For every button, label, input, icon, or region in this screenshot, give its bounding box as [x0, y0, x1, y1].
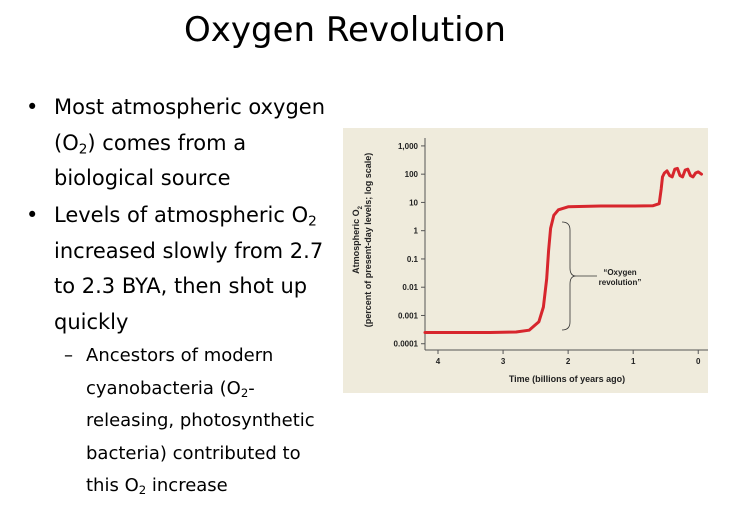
bullet-marker: –: [64, 345, 73, 366]
y-tick-label: 1,000: [398, 142, 419, 151]
text-run: to 2.3 BYA, then shot up: [54, 274, 308, 298]
text-run: -: [248, 377, 255, 399]
text-run: bacteria) contributed to: [86, 442, 301, 464]
bullet-line: Ancestors of modern: [86, 345, 273, 366]
text-run: Levels of atmospheric O: [54, 203, 309, 227]
text-run: Most atmospheric oxygen: [54, 95, 326, 119]
text-run: (O: [54, 130, 79, 155]
bullet-marker: •: [26, 95, 39, 119]
bullet-line: to 2.3 BYA, then shot up: [54, 274, 307, 298]
bullet-line: releasing, photosynthetic: [86, 410, 315, 431]
bullet-line: quickly: [54, 310, 128, 334]
annotation: revolution”: [599, 278, 642, 287]
text-run: releasing, photosynthetic: [86, 410, 315, 431]
y-tick-label: 1: [414, 227, 419, 236]
subscript: 2: [78, 140, 88, 157]
text-run: increase: [146, 475, 228, 496]
x-tick-label: 2: [566, 357, 571, 366]
text-run: biological source: [54, 166, 231, 190]
subscript: 2: [358, 205, 364, 209]
text-run: (percent of present-day levels; log scal…: [363, 153, 373, 328]
subscript: 2: [308, 213, 317, 230]
x-tick-label: 3: [501, 357, 506, 366]
subscript: 2: [138, 482, 147, 497]
subscript: 2: [240, 385, 249, 400]
text-run: Ancestors of modern: [86, 345, 274, 366]
x-axis-label: Time (billions of years ago): [509, 374, 625, 384]
y-tick-label: 0.01: [402, 283, 418, 292]
x-tick-label: 1: [631, 357, 636, 366]
text-run: ) comes from a: [87, 130, 247, 155]
y-tick-label: 0.0001: [394, 340, 419, 349]
bullet-line: Most atmospheric oxygen: [54, 95, 325, 119]
bullet-line: this O2 increase: [86, 475, 228, 497]
data-line: [423, 166, 703, 334]
chart-panel: [343, 128, 708, 393]
bullet-line: (O2) comes from a: [54, 131, 246, 157]
text-run: increased slowly from 2.7: [54, 238, 324, 263]
slide-title: Oxygen Revolution: [184, 10, 506, 50]
bullet-line: cyanobacteria (O2-: [86, 378, 255, 400]
bullet-line: Levels of atmospheric O2: [54, 203, 317, 229]
bullet-line: increased slowly from 2.7: [54, 239, 323, 263]
annotation: “Oxygen: [603, 268, 636, 277]
x-tick-label: 0: [696, 357, 701, 366]
text-run: this O: [86, 475, 139, 496]
y-tick-label: 0.001: [398, 311, 419, 320]
x-tick-label: 4: [436, 357, 441, 366]
text-run: Atmospheric O: [351, 209, 361, 274]
text-run: quickly: [54, 309, 129, 334]
bullet-line: biological source: [54, 166, 231, 190]
bullet-marker: •: [26, 203, 39, 227]
y-tick-label: 0.1: [407, 255, 419, 264]
y-axis-label: Atmospheric O2: [351, 205, 364, 274]
y-axis-label: (percent of present-day levels; log scal…: [363, 153, 373, 328]
bullet-line: bacteria) contributed to: [86, 443, 301, 464]
y-tick-label: 100: [405, 170, 419, 179]
y-tick-label: 10: [409, 198, 418, 207]
text-run: cyanobacteria (O: [86, 377, 241, 399]
